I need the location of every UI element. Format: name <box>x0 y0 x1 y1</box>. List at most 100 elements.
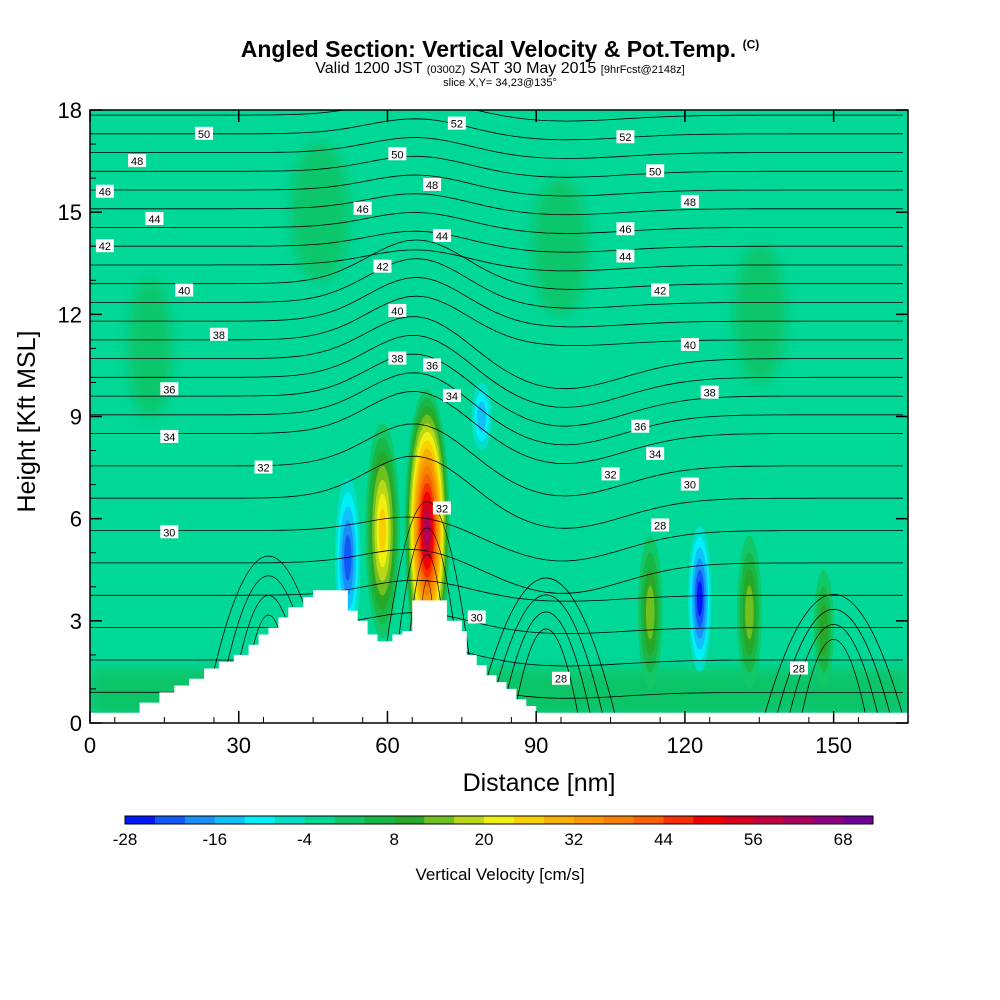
contour-label-box <box>95 239 114 253</box>
colorbar-swatch <box>753 816 784 824</box>
field-texture <box>290 142 350 283</box>
theta-contour-label: 42 <box>373 259 392 274</box>
theta-contour-line <box>90 276 903 328</box>
colorbar-swatch <box>125 816 156 824</box>
theta-contour-label: 34 <box>442 389 461 403</box>
theta-contour-line <box>501 611 592 717</box>
theta-contour-label: 52 <box>616 130 635 144</box>
theta-contour-line <box>801 639 867 717</box>
contour-label-text: 34 <box>163 432 175 444</box>
colorbar-tick-label: 20 <box>475 830 494 849</box>
theta-contour-labels: 50 48 46 44 42 40 38 36 34 32 30 52 50 48 46 44 42 40 38 36… <box>95 116 808 686</box>
theta-contour-label: 30 <box>160 525 179 539</box>
contour-label-box <box>601 467 620 481</box>
updraft-cell <box>404 389 450 672</box>
velocity-band <box>645 585 655 639</box>
contour-label-box <box>160 525 179 539</box>
updraft-cell <box>637 535 663 689</box>
contour-label-text: 46 <box>99 187 111 199</box>
contour-label-text: 40 <box>391 306 403 318</box>
contour-label-text: 36 <box>634 422 646 434</box>
colorbar-tick-label: 8 <box>390 830 399 849</box>
theta-contour-label: 48 <box>680 194 699 209</box>
colorbar-swatch <box>274 816 306 824</box>
contour-label-text: 40 <box>178 285 190 297</box>
theta-contour-label: 30 <box>467 610 486 624</box>
contour-label-text: 30 <box>684 480 696 492</box>
theta-contour-label: 50 <box>388 147 407 161</box>
contour-label-text: 28 <box>793 664 805 676</box>
theta-contour-label: 50 <box>646 164 665 178</box>
theta-contour-line <box>90 455 903 529</box>
contour-label-box <box>631 419 650 433</box>
contour-label-box <box>432 229 451 243</box>
colorbar-tick-label: -16 <box>202 830 227 849</box>
y-tick-label: 18 <box>58 98 82 123</box>
theta-contour-line <box>90 110 903 122</box>
theta-contour-line <box>90 334 903 408</box>
theta-contour-label: 32 <box>432 501 451 515</box>
theta-contour-line <box>90 548 903 594</box>
theta-contour-line <box>90 316 903 390</box>
colorbar-swatch <box>304 816 335 824</box>
downdraft-cell <box>688 525 712 672</box>
colorbar-swatch <box>424 816 455 824</box>
field-background <box>90 110 908 723</box>
colorbar-swatch <box>693 816 724 824</box>
x-tick-label: 0 <box>84 733 96 758</box>
contour-label-box <box>432 501 451 515</box>
y-axis-title: Height [Kft MSL] <box>13 330 41 512</box>
theta-contour-line <box>90 118 903 141</box>
theta-contour-line <box>90 212 903 234</box>
contour-label-box <box>651 518 670 532</box>
colorbar-swatch <box>184 816 216 824</box>
contour-label-text: 48 <box>131 156 143 168</box>
theta-contour-line <box>90 174 903 197</box>
colorbar-swatch <box>513 816 545 824</box>
contour-label-text: 50 <box>649 166 661 178</box>
theta-contour-label: 46 <box>95 184 114 199</box>
contour-label-text: 46 <box>619 224 631 236</box>
colorbar-swatch <box>364 816 395 824</box>
contour-label-box <box>388 303 407 317</box>
contour-label-text: 44 <box>436 231 448 243</box>
contour-label-text: 32 <box>436 503 448 515</box>
subtitle-utc: (0300Z) <box>426 64 466 76</box>
contour-label-box <box>442 389 461 403</box>
contour-label-box <box>423 358 442 372</box>
contour-label-text: 40 <box>684 340 696 352</box>
theta-contour-label: 46 <box>353 201 372 216</box>
colorbar-swatch <box>214 816 246 824</box>
contour-label-text: 28 <box>654 520 666 532</box>
theta-contour-line <box>90 249 903 272</box>
contour-label-box <box>700 385 719 399</box>
theta-contour-line <box>90 44 903 65</box>
colorbar-tick-label: -28 <box>113 830 138 849</box>
updraft-cell <box>365 423 400 638</box>
theta-contour-label: 32 <box>601 467 620 481</box>
contour-label-box <box>616 130 635 144</box>
chart-title: Angled Section: Vertical Velocity & Pot.… <box>0 36 1000 63</box>
theta-contour-label: 28 <box>651 518 670 532</box>
contour-label-box <box>160 429 179 443</box>
theta-contour-line <box>90 63 903 84</box>
theta-contour-line <box>90 644 903 667</box>
colorbar-swatch <box>573 816 605 824</box>
theta-contour-label: 28 <box>789 661 808 676</box>
colorbar-swatch <box>154 816 186 824</box>
theta-contour-label: 42 <box>651 283 670 297</box>
contour-label-text: 44 <box>148 214 160 226</box>
contour-label-text: 50 <box>391 149 403 161</box>
updraft-cell <box>737 535 762 689</box>
velocity-band <box>378 508 387 554</box>
theta-contour-label: 48 <box>423 177 442 192</box>
colorbar-swatch <box>633 816 665 824</box>
theta-contour-label: 50 <box>195 126 214 141</box>
theta-contour-label: 44 <box>616 249 635 263</box>
subtitle-date: SAT 30 May 2015 <box>469 60 597 77</box>
chart-subtitle: Valid 1200 JST (0300Z) SAT 30 May 2015 [… <box>0 60 1000 78</box>
field-texture <box>128 278 172 419</box>
y-tick-label: 9 <box>70 405 82 430</box>
